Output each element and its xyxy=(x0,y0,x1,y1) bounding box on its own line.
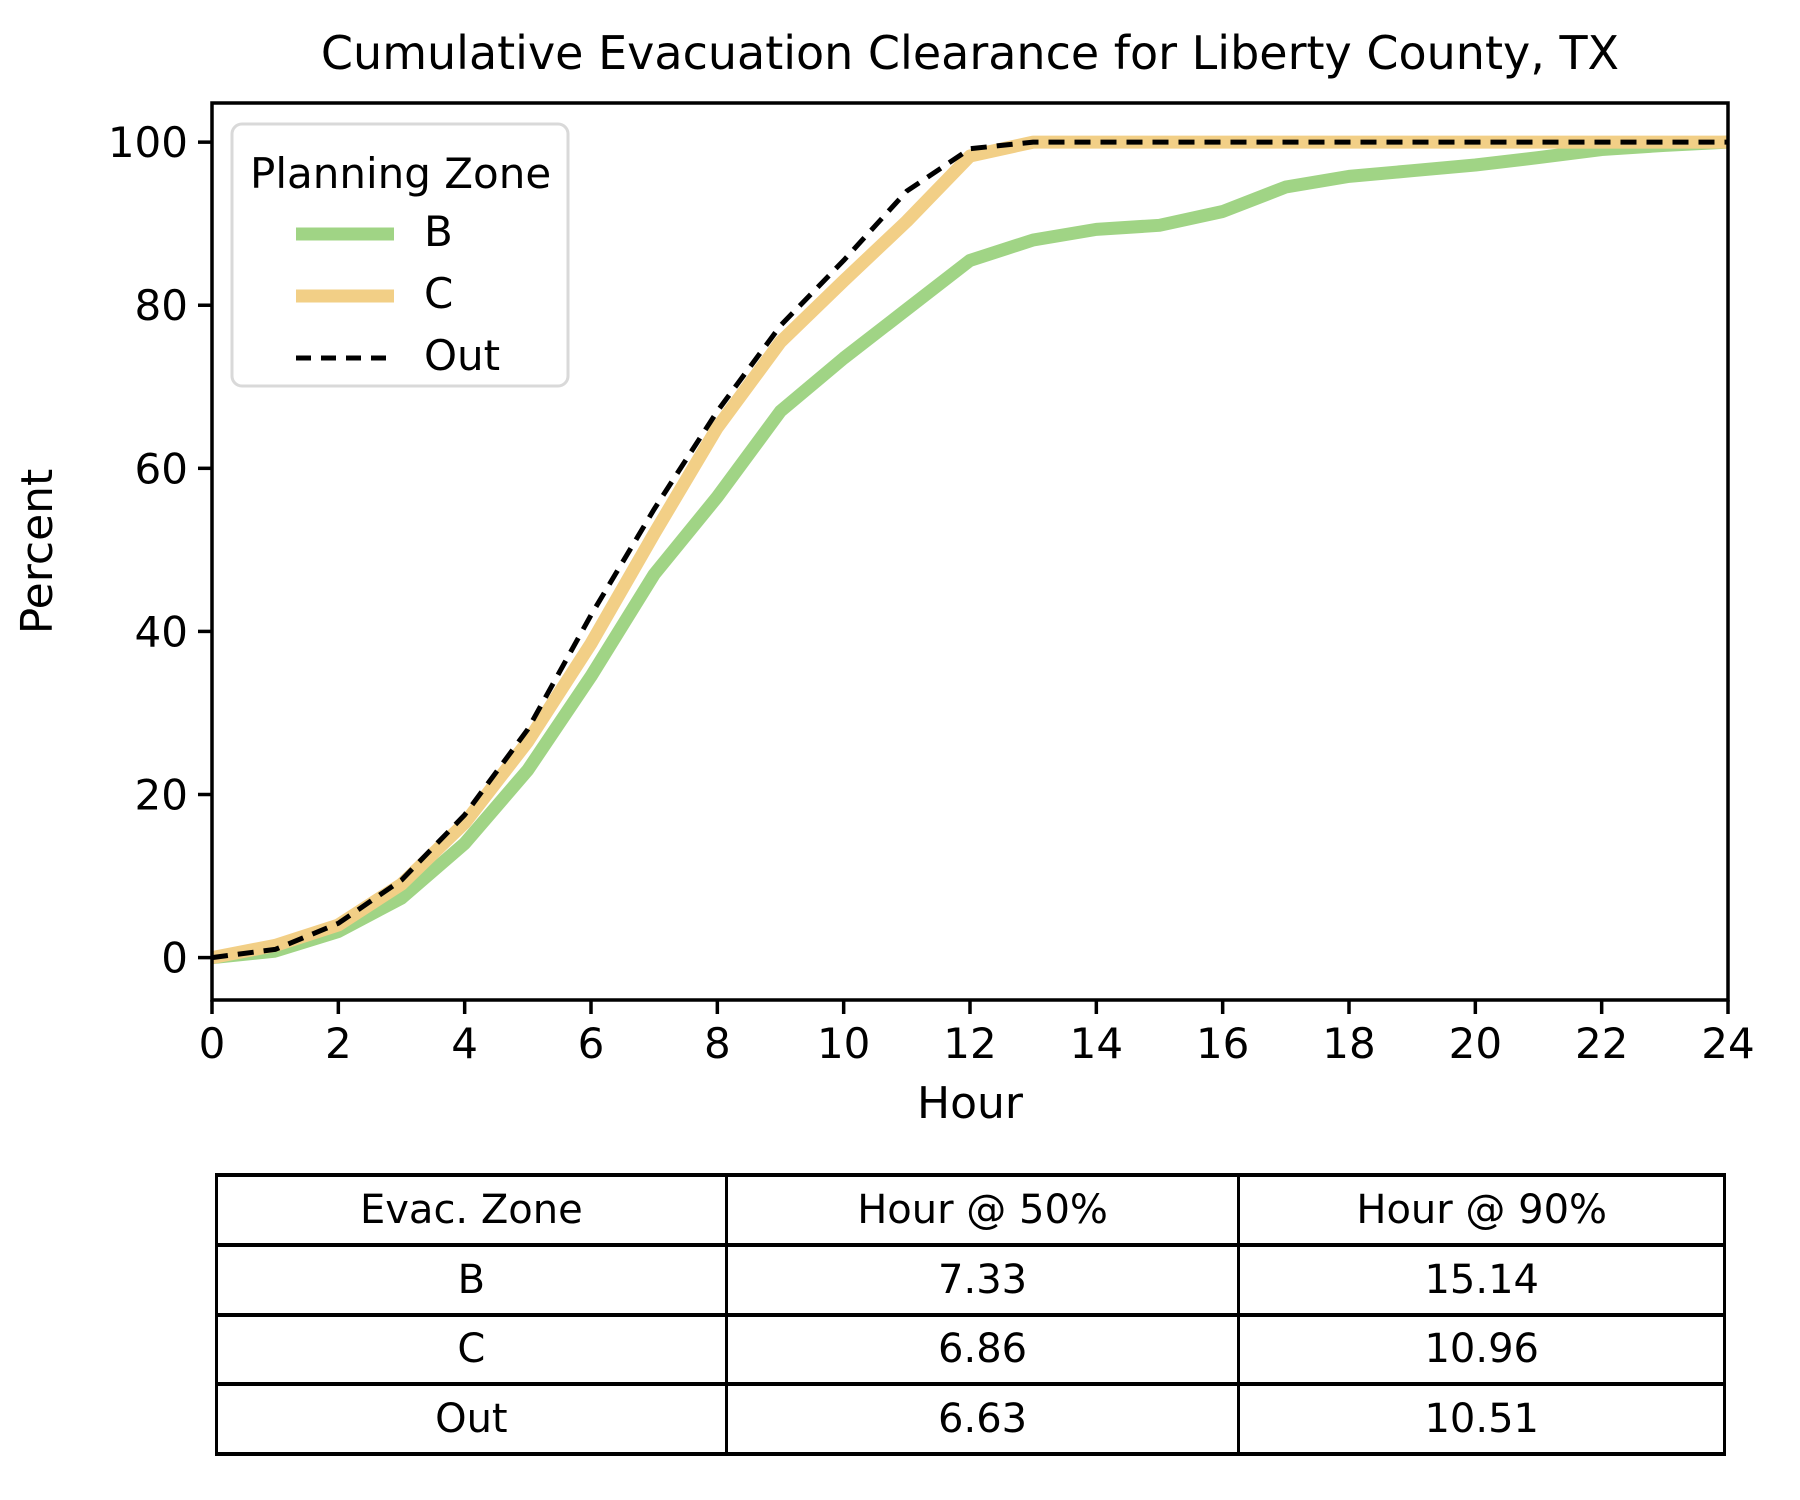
table-row: Out 6.63 10.51 xyxy=(215,1382,1726,1456)
x-tick-label: 4 xyxy=(451,1019,478,1068)
y-tick-label: 60 xyxy=(135,444,188,493)
plot-frame xyxy=(210,101,1730,1002)
x-tick-label: 12 xyxy=(943,1019,996,1068)
x-tick-label: 16 xyxy=(1196,1019,1249,1068)
legend-label-B: B xyxy=(424,207,453,256)
table-header-cell: Evac. Zone xyxy=(215,1173,728,1247)
legend: Planning Zone BC Out xyxy=(230,122,570,388)
legend-box xyxy=(230,122,570,388)
legend-label-Out: Out xyxy=(424,331,500,380)
table-cell: 7.33 xyxy=(724,1242,1241,1317)
x-tick-label: 2 xyxy=(325,1019,352,1068)
table-header-cell: Hour @ 90% xyxy=(1237,1173,1726,1247)
table-header-row: Evac. Zone Hour @ 50% Hour @ 90% xyxy=(215,1173,1726,1247)
x-tick-label: 14 xyxy=(1070,1019,1123,1068)
table-row: C 6.86 10.96 xyxy=(215,1312,1726,1387)
x-tick-label: 18 xyxy=(1322,1019,1375,1068)
y-tick-label: 80 xyxy=(135,281,188,330)
x-tick-label: 22 xyxy=(1575,1019,1628,1068)
legend-label-C: C xyxy=(424,269,453,318)
x-tick-label: 8 xyxy=(704,1019,731,1068)
table-cell: 10.96 xyxy=(1237,1312,1726,1387)
series-line-B xyxy=(211,135,1729,965)
x-tick-label: 24 xyxy=(1701,1019,1754,1068)
table-cell: 10.51 xyxy=(1237,1382,1726,1456)
table-cell: 6.63 xyxy=(724,1382,1241,1456)
x-tick-label: 0 xyxy=(199,1019,226,1068)
chart-title: Cumulative Evacuation Clearance for Libe… xyxy=(320,26,1620,80)
y-tick-label: 20 xyxy=(135,771,188,820)
table-cell: C xyxy=(215,1312,728,1387)
evacuation-clearance-chart: 0 2 4 6 8 10 12 14 16 18 20 22 24020406080100HourPer… xyxy=(12,101,1755,1129)
x-tick-label: 20 xyxy=(1449,1019,1502,1068)
x-axis-label: Hour xyxy=(917,1078,1024,1129)
table-header-cell: Hour @ 50% xyxy=(724,1173,1241,1247)
y-tick-label: 0 xyxy=(161,934,188,983)
table-cell: B xyxy=(215,1242,728,1317)
y-tick-label: 100 xyxy=(108,118,188,167)
x-tick-label: 6 xyxy=(578,1019,605,1068)
table-cell: Out xyxy=(215,1382,728,1456)
table-row: B 7.33 15.14 xyxy=(215,1242,1726,1317)
y-tick-label: 40 xyxy=(135,607,188,656)
series-line-Out xyxy=(211,139,1728,961)
y-axis-label: Percent xyxy=(12,469,63,635)
clearance-stats-table: Evac. Zone Hour @ 50% Hour @ 90% B 7.33 15.14… xyxy=(215,1173,1726,1456)
x-tick-label: 10 xyxy=(817,1019,870,1068)
table-cell: 6.86 xyxy=(724,1312,1241,1387)
legend-title: Planning Zone xyxy=(250,149,551,198)
table-cell: 15.14 xyxy=(1237,1242,1726,1317)
